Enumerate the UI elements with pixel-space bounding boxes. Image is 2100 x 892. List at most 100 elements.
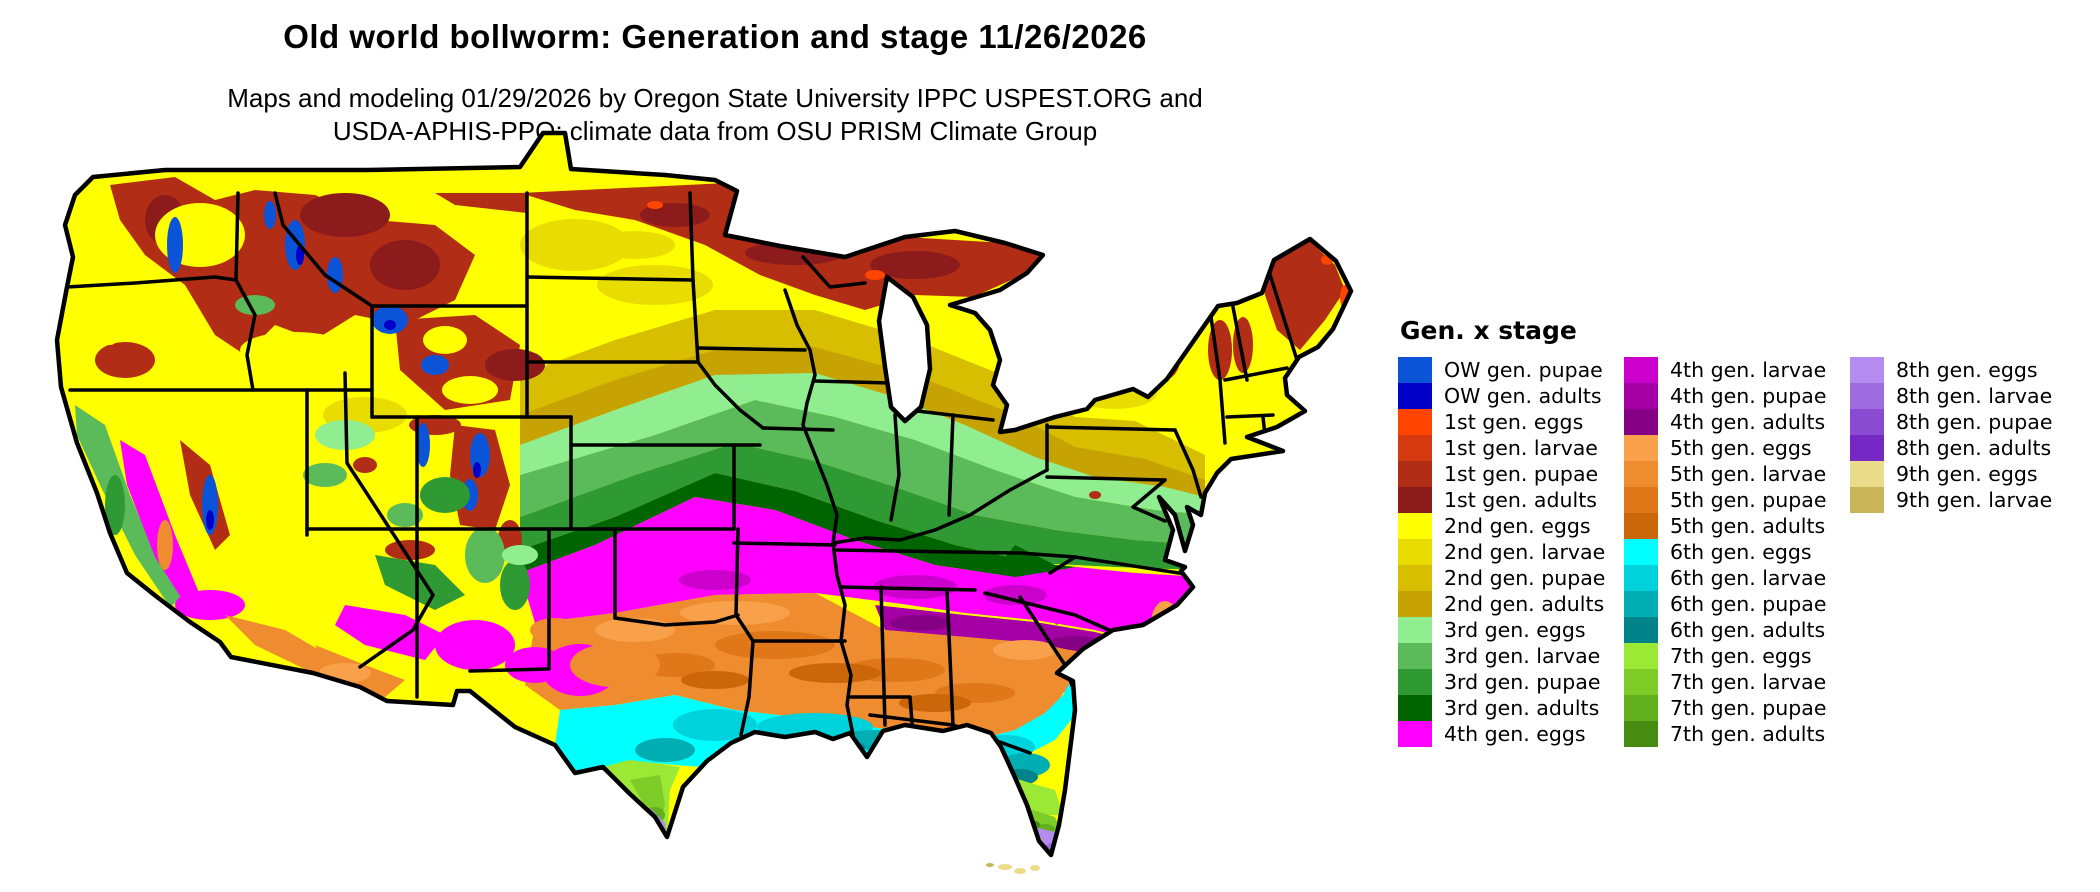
legend-color-swatch-icon: [1398, 409, 1432, 435]
legend-item: 6th gen. larvae: [1624, 565, 1850, 591]
legend-color-swatch-icon: [1624, 669, 1658, 695]
legend-item: 8th gen. larvae: [1850, 383, 2052, 409]
subtitle-line-1: Maps and modeling 01/29/2026 by Oregon S…: [227, 83, 1203, 113]
zone-2nd-gen-pupae: [520, 310, 1205, 497]
legend-item: 4th gen. eggs: [1398, 721, 1624, 747]
legend-item: 3rd gen. eggs: [1398, 617, 1624, 643]
legend-item: 5th gen. pupae: [1624, 487, 1850, 513]
zone-3rd-gen-west-patches: [75, 295, 505, 607]
legend-item-label: 2nd gen. eggs: [1444, 514, 1591, 538]
legend-color-swatch-icon: [1398, 357, 1432, 383]
legend-color-swatch-icon: [1624, 461, 1658, 487]
legend-item: 8th gen. adults: [1850, 435, 2052, 461]
legend-item-label: 1st gen. larvae: [1444, 436, 1598, 460]
legend-item: 9th gen. eggs: [1850, 461, 2052, 487]
legend-color-swatch-icon: [1398, 643, 1432, 669]
legend-item-label: 1st gen. eggs: [1444, 410, 1584, 434]
legend: Gen. x stage OW gen. pupae OW gen. adult…: [1398, 316, 2052, 747]
legend-item: 8th gen. pupae: [1850, 409, 2052, 435]
legend-color-swatch-icon: [1398, 721, 1432, 747]
legend-item-label: 3rd gen. pupae: [1444, 670, 1601, 694]
zone-5th-gen-adults: [681, 663, 971, 712]
legend-item-label: 8th gen. larvae: [1896, 384, 2053, 408]
legend-item-label: 8th gen. adults: [1896, 436, 2052, 460]
legend-item: 1st gen. adults: [1398, 487, 1624, 513]
zone-3rd-gen-eggs: [520, 373, 1211, 515]
legend-item: 5th gen. larvae: [1624, 461, 1850, 487]
zone-3rd-gen-larvae: [520, 400, 1211, 545]
legend-color-swatch-icon: [1398, 669, 1432, 695]
legend-color-swatch-icon: [1624, 643, 1658, 669]
legend-color-swatch-icon: [1850, 461, 1884, 487]
legend-item-label: 4th gen. adults: [1670, 410, 1826, 434]
legend-item: 4th gen. pupae: [1624, 383, 1850, 409]
legend-color-swatch-icon: [1398, 487, 1432, 513]
legend-item: 7th gen. larvae: [1624, 669, 1850, 695]
legend-color-swatch-icon: [1624, 513, 1658, 539]
legend-color-swatch-icon: [1398, 539, 1432, 565]
legend-color-swatch-icon: [1850, 357, 1884, 383]
legend-item-label: 5th gen. eggs: [1670, 436, 1812, 460]
legend-color-swatch-icon: [1398, 695, 1432, 721]
legend-item: OW gen. pupae: [1398, 357, 1624, 383]
legend-item-label: 1st gen. pupae: [1444, 462, 1599, 486]
state-borders: [65, 191, 1299, 755]
page-title: Old world bollworm: Generation and stage…: [283, 18, 1147, 55]
legend-item-label: 1st gen. adults: [1444, 488, 1597, 512]
legend-item-label: 7th gen. adults: [1670, 722, 1826, 746]
legend-item-label: 4th gen. eggs: [1444, 722, 1586, 746]
zone-3rd-gen-pupae: [520, 443, 1205, 570]
legend-item: 3rd gen. larvae: [1398, 643, 1624, 669]
legend-color-swatch-icon: [1398, 591, 1432, 617]
page-subtitle: Maps and modeling 01/29/2026 by Oregon S…: [0, 82, 1430, 148]
legend-item-label: 7th gen. pupae: [1670, 696, 1827, 720]
legend-item: 3rd gen. adults: [1398, 695, 1624, 721]
legend-item: 1st gen. eggs: [1398, 409, 1624, 435]
us-map-svg: [15, 125, 1365, 874]
legend-item-label: 9th gen. eggs: [1896, 462, 2038, 486]
legend-item-label: OW gen. pupae: [1444, 358, 1603, 382]
legend-color-swatch-icon: [1624, 539, 1658, 565]
legend-color-swatch-icon: [1850, 409, 1884, 435]
legend-item: 2nd gen. larvae: [1398, 539, 1624, 565]
legend-item: 5th gen. adults: [1624, 513, 1850, 539]
legend-item-label: 5th gen. larvae: [1670, 462, 1827, 486]
legend-color-swatch-icon: [1398, 513, 1432, 539]
legend-item-label: 5th gen. pupae: [1670, 488, 1827, 512]
legend-item: 6th gen. adults: [1624, 617, 1850, 643]
legend-color-swatch-icon: [1624, 591, 1658, 617]
legend-item-label: 8th gen. eggs: [1896, 358, 2038, 382]
legend-item: 5th gen. eggs: [1624, 435, 1850, 461]
map-header: Old world bollworm: Generation and stage…: [0, 18, 1430, 148]
legend-item: 7th gen. pupae: [1624, 695, 1850, 721]
legend-item: 1st gen. larvae: [1398, 435, 1624, 461]
legend-item-label: 2nd gen. pupae: [1444, 566, 1606, 590]
legend-item: 8th gen. eggs: [1850, 357, 2052, 383]
legend-item-label: 7th gen. larvae: [1670, 670, 1827, 694]
legend-color-swatch-icon: [1398, 565, 1432, 591]
legend-columns: OW gen. pupae OW gen. adults 1st gen. eg…: [1398, 357, 2052, 747]
legend-color-swatch-icon: [1624, 695, 1658, 721]
subtitle-line-2: USDA-APHIS-PPQ; climate data from OSU PR…: [332, 116, 1098, 146]
legend-item: OW gen. adults: [1398, 383, 1624, 409]
legend-title: Gen. x stage: [1400, 316, 1577, 345]
zone-9th-gen-eggs-keys: [998, 864, 1040, 874]
legend-item: 2nd gen. pupae: [1398, 565, 1624, 591]
legend-item: 7th gen. adults: [1624, 721, 1850, 747]
legend-item-label: 2nd gen. larvae: [1444, 540, 1606, 564]
legend-item-label: 6th gen. larvae: [1670, 566, 1827, 590]
legend-column: 4th gen. larvae 4th gen. pupae 4th gen. …: [1624, 357, 1850, 747]
legend-color-swatch-icon: [1398, 461, 1432, 487]
zone-9th-gen-larvae-keys: [986, 863, 994, 867]
legend-item: 6th gen. eggs: [1624, 539, 1850, 565]
legend-item: 2nd gen. adults: [1398, 591, 1624, 617]
legend-color-swatch-icon: [1624, 435, 1658, 461]
legend-item-label: 7th gen. eggs: [1670, 644, 1812, 668]
legend-item-label: 6th gen. eggs: [1670, 540, 1812, 564]
legend-item-label: 3rd gen. larvae: [1444, 644, 1601, 668]
legend-item-label: 4th gen. larvae: [1670, 358, 1827, 382]
legend-color-swatch-icon: [1624, 565, 1658, 591]
legend-item-label: OW gen. adults: [1444, 384, 1602, 408]
legend-color-swatch-icon: [1398, 383, 1432, 409]
legend-item-label: 2nd gen. adults: [1444, 592, 1605, 616]
